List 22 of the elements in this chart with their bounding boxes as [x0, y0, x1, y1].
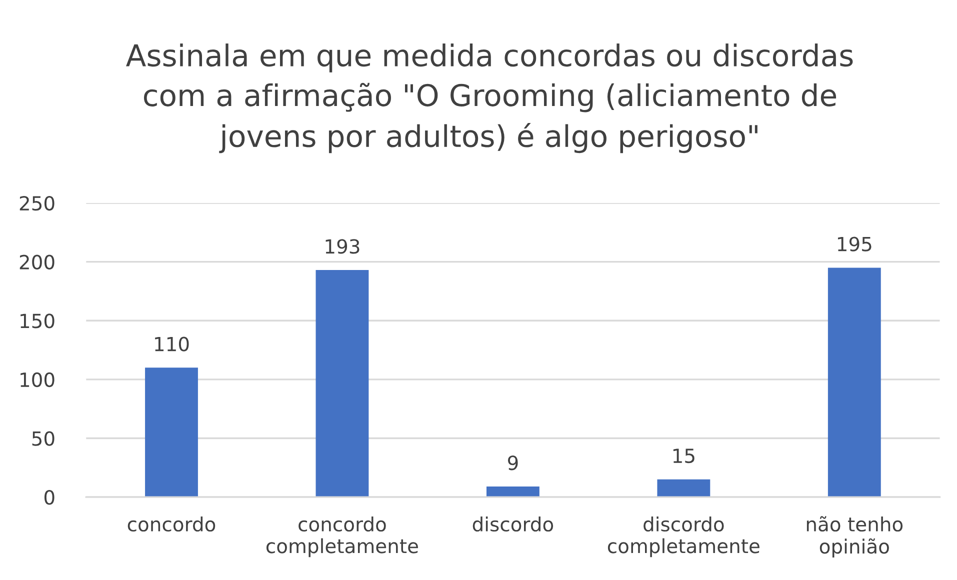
- y-tick-label: 150: [20, 314, 54, 328]
- bar: [657, 479, 710, 498]
- bar: [828, 268, 881, 498]
- y-tick-label: 0: [44, 490, 54, 505]
- x-tick-label: discordo completamente: [608, 516, 760, 558]
- x-tick-label: discordo: [472, 516, 554, 532]
- x-tick-label: concordo: [128, 516, 216, 532]
- bar: [316, 270, 369, 498]
- data-label: 195: [838, 236, 872, 252]
- bar: [486, 486, 540, 498]
- data-label: 9: [508, 456, 518, 470]
- y-tick-label: 50: [32, 431, 54, 446]
- bar: [145, 368, 198, 498]
- data-label: 110: [155, 336, 189, 352]
- y-tick-label: 250: [20, 196, 54, 211]
- y-tick-label: 100: [20, 372, 54, 388]
- x-tick-label: não tenho opinião: [806, 516, 903, 558]
- chart-title: Assinala em que medida concordas ou discordas com a afirmação "O Grooming (aliciamento de jovens por adultos) é algo perigoso": [126, 44, 853, 154]
- data-label: 15: [673, 448, 694, 464]
- y-tick-label: 200: [20, 254, 54, 270]
- x-tick-label: concordo completamente: [266, 516, 418, 558]
- data-label: 193: [326, 239, 360, 254]
